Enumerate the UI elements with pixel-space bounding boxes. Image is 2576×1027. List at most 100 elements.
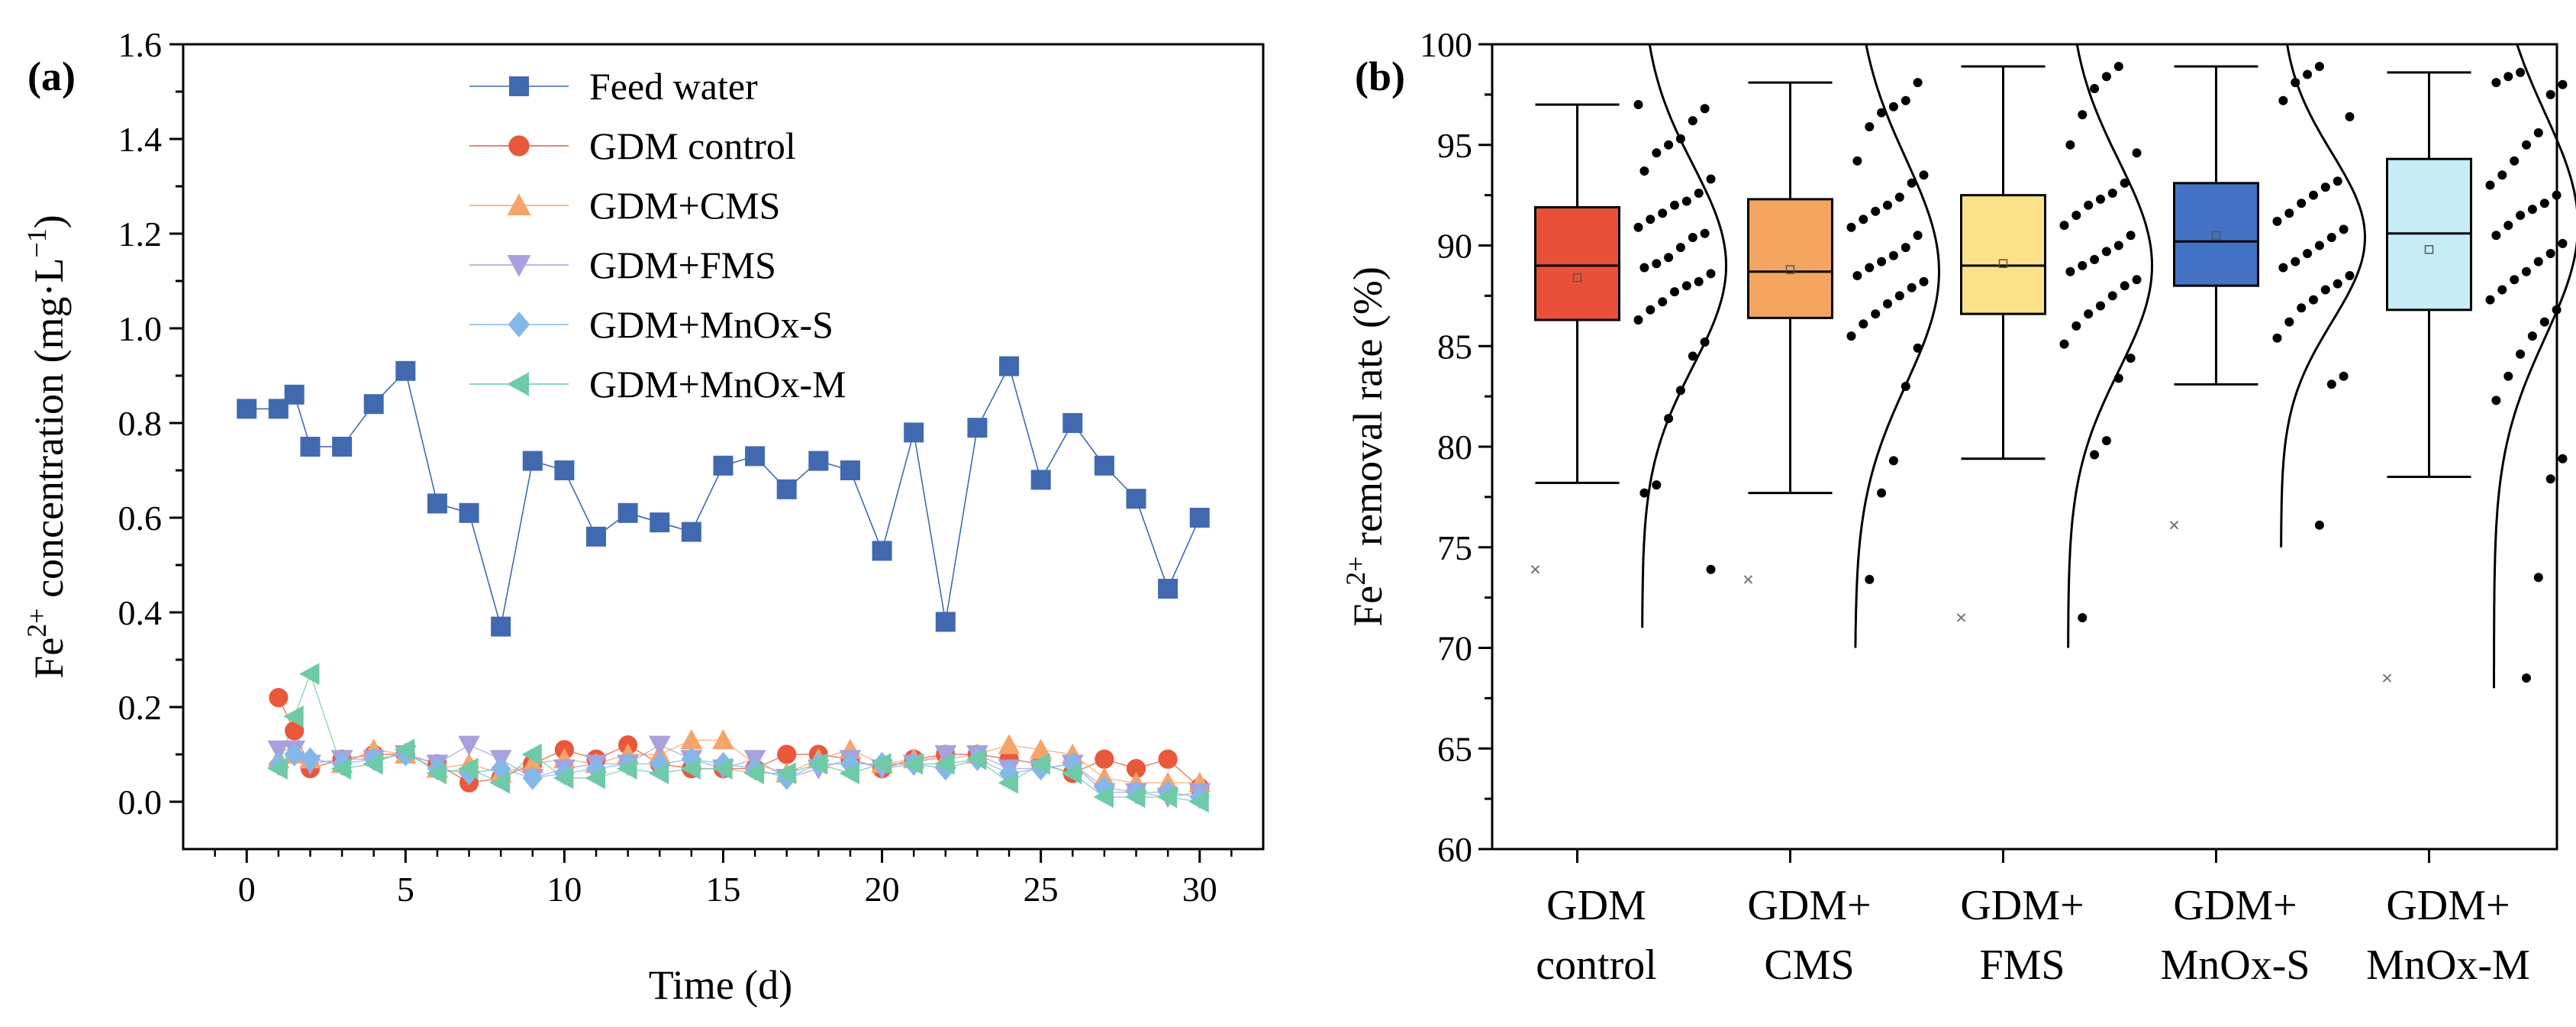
data-point	[1706, 564, 1716, 574]
data-point	[2314, 520, 2324, 530]
data-point	[2339, 371, 2349, 381]
data-point	[2516, 349, 2526, 359]
data-point	[2132, 275, 2142, 285]
panel-b-label: (b)	[1355, 53, 1405, 99]
data-point	[2291, 78, 2300, 88]
data-point	[1877, 488, 1887, 498]
data-point	[2333, 176, 2342, 186]
data-point	[681, 522, 701, 542]
data-point	[1700, 228, 1710, 238]
panel-b-y-ticks: 60 65 70 75 80 85 90 95 100	[1420, 25, 1492, 869]
data-point	[1706, 269, 1716, 279]
y-tick-label: 0.0	[118, 783, 163, 822]
data-point	[521, 753, 544, 773]
data-point	[2326, 379, 2336, 389]
data-point	[1913, 343, 1923, 353]
data-point	[1700, 104, 1710, 114]
data-point	[808, 451, 829, 471]
data-point	[1633, 100, 1643, 109]
data-point	[1883, 299, 1892, 308]
data-point	[1126, 489, 1146, 509]
data-point	[1901, 382, 1910, 391]
y-tick-label: 60	[1437, 830, 1472, 869]
data-point	[458, 757, 479, 780]
mean-marker	[2211, 231, 2221, 241]
data-point	[2101, 72, 2111, 82]
data-point	[267, 757, 288, 780]
data-point	[522, 766, 543, 790]
data-point	[2326, 233, 2336, 242]
y-tick-label: 75	[1437, 528, 1472, 567]
x-tick-label: 10	[546, 870, 582, 909]
legend-label: Feed water	[589, 65, 758, 108]
data-point	[1877, 108, 1887, 118]
data-point	[2527, 205, 2537, 215]
series-line-1	[278, 697, 1201, 788]
data-point	[585, 767, 606, 790]
data-point	[2333, 279, 2342, 289]
legend-label: GDM+MnOx-S	[589, 303, 833, 346]
data-point	[458, 735, 480, 756]
y-tick-label: 85	[1437, 327, 1472, 366]
legend-label: GDM control	[589, 124, 796, 167]
legend-label: GDM+MnOx-M	[589, 363, 846, 405]
data-point	[2320, 285, 2330, 295]
data-point	[775, 762, 796, 785]
data-point	[2503, 371, 2513, 381]
data-point	[489, 771, 511, 794]
data-point	[2314, 241, 2324, 250]
box	[2173, 182, 2259, 287]
data-point	[363, 753, 383, 775]
data-point	[1646, 305, 1656, 315]
data-point	[1639, 488, 1649, 498]
outlier-stroke	[2169, 521, 2179, 530]
data-point	[2309, 295, 2318, 305]
data-point	[2558, 79, 2568, 89]
data-point	[2522, 266, 2531, 276]
data-point	[1670, 200, 1679, 210]
panel-a-legend: Feed water GDM control GDM+CMS GDM+FMS GDM+M…	[469, 65, 846, 405]
data-point	[2516, 67, 2526, 77]
distribution-curve	[1854, 44, 1941, 648]
data-point	[2090, 254, 2100, 264]
box	[1534, 205, 1620, 321]
data-point	[2503, 72, 2513, 82]
box	[1747, 198, 1833, 319]
data-point	[2101, 247, 2111, 257]
data-point	[1888, 102, 1898, 111]
data-point	[284, 384, 305, 405]
data-point	[1664, 414, 1674, 424]
data-point	[2522, 673, 2531, 683]
data-point	[2120, 281, 2129, 291]
y-tick-label: 1.6	[118, 25, 163, 64]
outlier-marker	[1956, 613, 1966, 622]
x-tick-label: 30	[1182, 870, 1217, 909]
y-tick-label: 1.0	[118, 309, 163, 348]
data-point	[1094, 455, 1114, 476]
data-point	[2065, 140, 2075, 150]
data-point	[2126, 231, 2136, 241]
data-point	[300, 747, 321, 771]
y-tick-label: 0.2	[118, 688, 163, 727]
box	[1960, 194, 2046, 315]
data-point	[2503, 221, 2513, 231]
data-point	[237, 399, 257, 419]
x-tick-label: 5	[397, 870, 414, 909]
data-point	[1888, 250, 1898, 260]
y-tick-label: 0.4	[118, 593, 163, 632]
data-point	[2303, 249, 2313, 258]
data-point	[1907, 283, 1917, 292]
data-point	[680, 757, 701, 780]
data-point	[2522, 140, 2531, 150]
data-point	[1675, 386, 1685, 396]
data-point	[904, 422, 924, 443]
data-point	[2533, 257, 2543, 266]
data-point	[776, 479, 797, 499]
data-point	[2309, 190, 2318, 200]
data-point	[1907, 178, 1917, 188]
data-point	[1652, 259, 1662, 269]
data-point	[1919, 276, 1929, 286]
data-point	[839, 762, 859, 785]
data-point	[283, 706, 304, 728]
data-point	[1694, 189, 1704, 198]
